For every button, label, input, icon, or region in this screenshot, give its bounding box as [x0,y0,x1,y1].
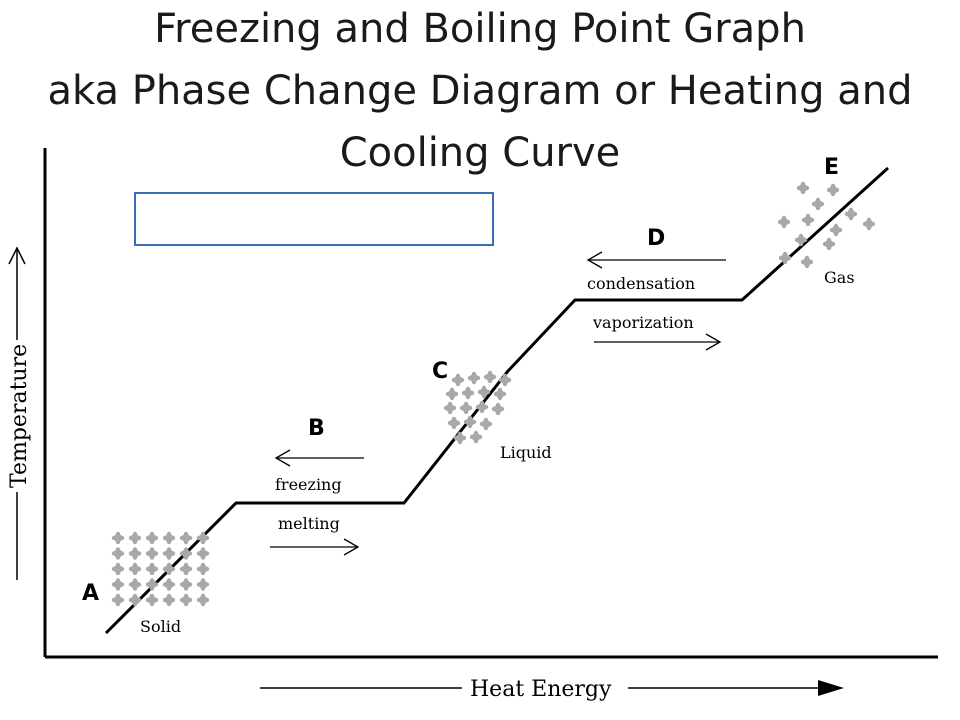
particle [862,217,876,231]
phase-label-gas: Gas [824,268,855,287]
particle [145,578,159,591]
particle [196,562,210,576]
particle [162,593,176,607]
particle [179,562,193,576]
melting-arrow [270,538,360,556]
temperature-arrow [8,246,26,580]
freezing-arrow [274,449,364,467]
particle [111,562,125,576]
phase-label-solid: Solid [140,617,181,636]
heating-curve [104,166,890,635]
phase-label-liquid: Liquid [500,443,552,462]
liquid-particles [443,370,512,445]
particle [145,547,159,560]
condensation-label: condensation [587,274,695,293]
solid-particles [111,531,210,607]
particle [778,251,792,265]
particle [445,387,459,401]
particle [447,416,461,430]
particle [128,531,142,545]
gas-particles [777,181,876,269]
melting-label: melting [278,514,340,533]
particle [475,400,489,414]
vaporization-label: vaporization [592,313,694,332]
particle [128,578,142,591]
particle [800,255,814,269]
point-label-d: D [647,226,665,251]
particle [801,213,815,227]
point-label-c: C [432,359,448,384]
heat-energy-arrow [260,680,844,696]
particle [111,531,125,545]
particle [179,593,193,607]
particle [162,547,176,560]
particle [128,562,142,576]
particle [196,593,210,607]
particle [451,373,465,387]
particle [491,402,505,416]
particle [469,430,483,444]
particle [822,237,836,251]
answer-box[interactable] [134,192,494,246]
particle [179,531,193,545]
particle [145,593,159,607]
title-line-2: aka Phase Change Diagram or Heating and [47,68,913,114]
particle [493,387,507,401]
vaporization-arrow [594,333,722,351]
particle [483,370,497,384]
particle [196,547,210,560]
particle [196,531,210,545]
point-label-b: B [308,416,325,441]
particle [145,562,159,576]
y-axis-label: Temperature [7,344,32,488]
freezing-label: freezing [275,475,342,494]
particle [826,183,840,197]
particle [477,385,491,399]
particle [794,233,808,247]
particle [459,401,473,415]
particle [811,197,825,211]
title-line-1: Freezing and Boiling Point Graph [154,6,806,52]
particle [128,547,142,560]
particle [179,547,193,560]
particle [162,578,176,591]
particle [844,207,858,221]
condensation-arrow [586,251,726,269]
point-label-a: A [82,581,99,606]
particle [162,531,176,545]
particle [829,223,843,237]
particle [145,531,159,545]
particle [463,415,477,429]
point-label-e: E [824,155,839,180]
diagram-title: Freezing and Boiling Point Graph aka Pha… [0,0,960,184]
particle [461,386,475,400]
particle [777,215,791,229]
particle [196,578,210,591]
title-line-3: Cooling Curve [339,130,621,176]
particle [162,562,176,576]
x-axis-label: Heat Energy [470,677,612,702]
particle [467,371,481,385]
particle [111,578,125,591]
particle [498,373,512,387]
particle [179,578,193,591]
particle [479,417,493,431]
particle [796,181,810,195]
particle [443,401,457,415]
particle [128,593,142,607]
particle [111,593,125,607]
particle [111,547,125,560]
particle [453,431,467,445]
